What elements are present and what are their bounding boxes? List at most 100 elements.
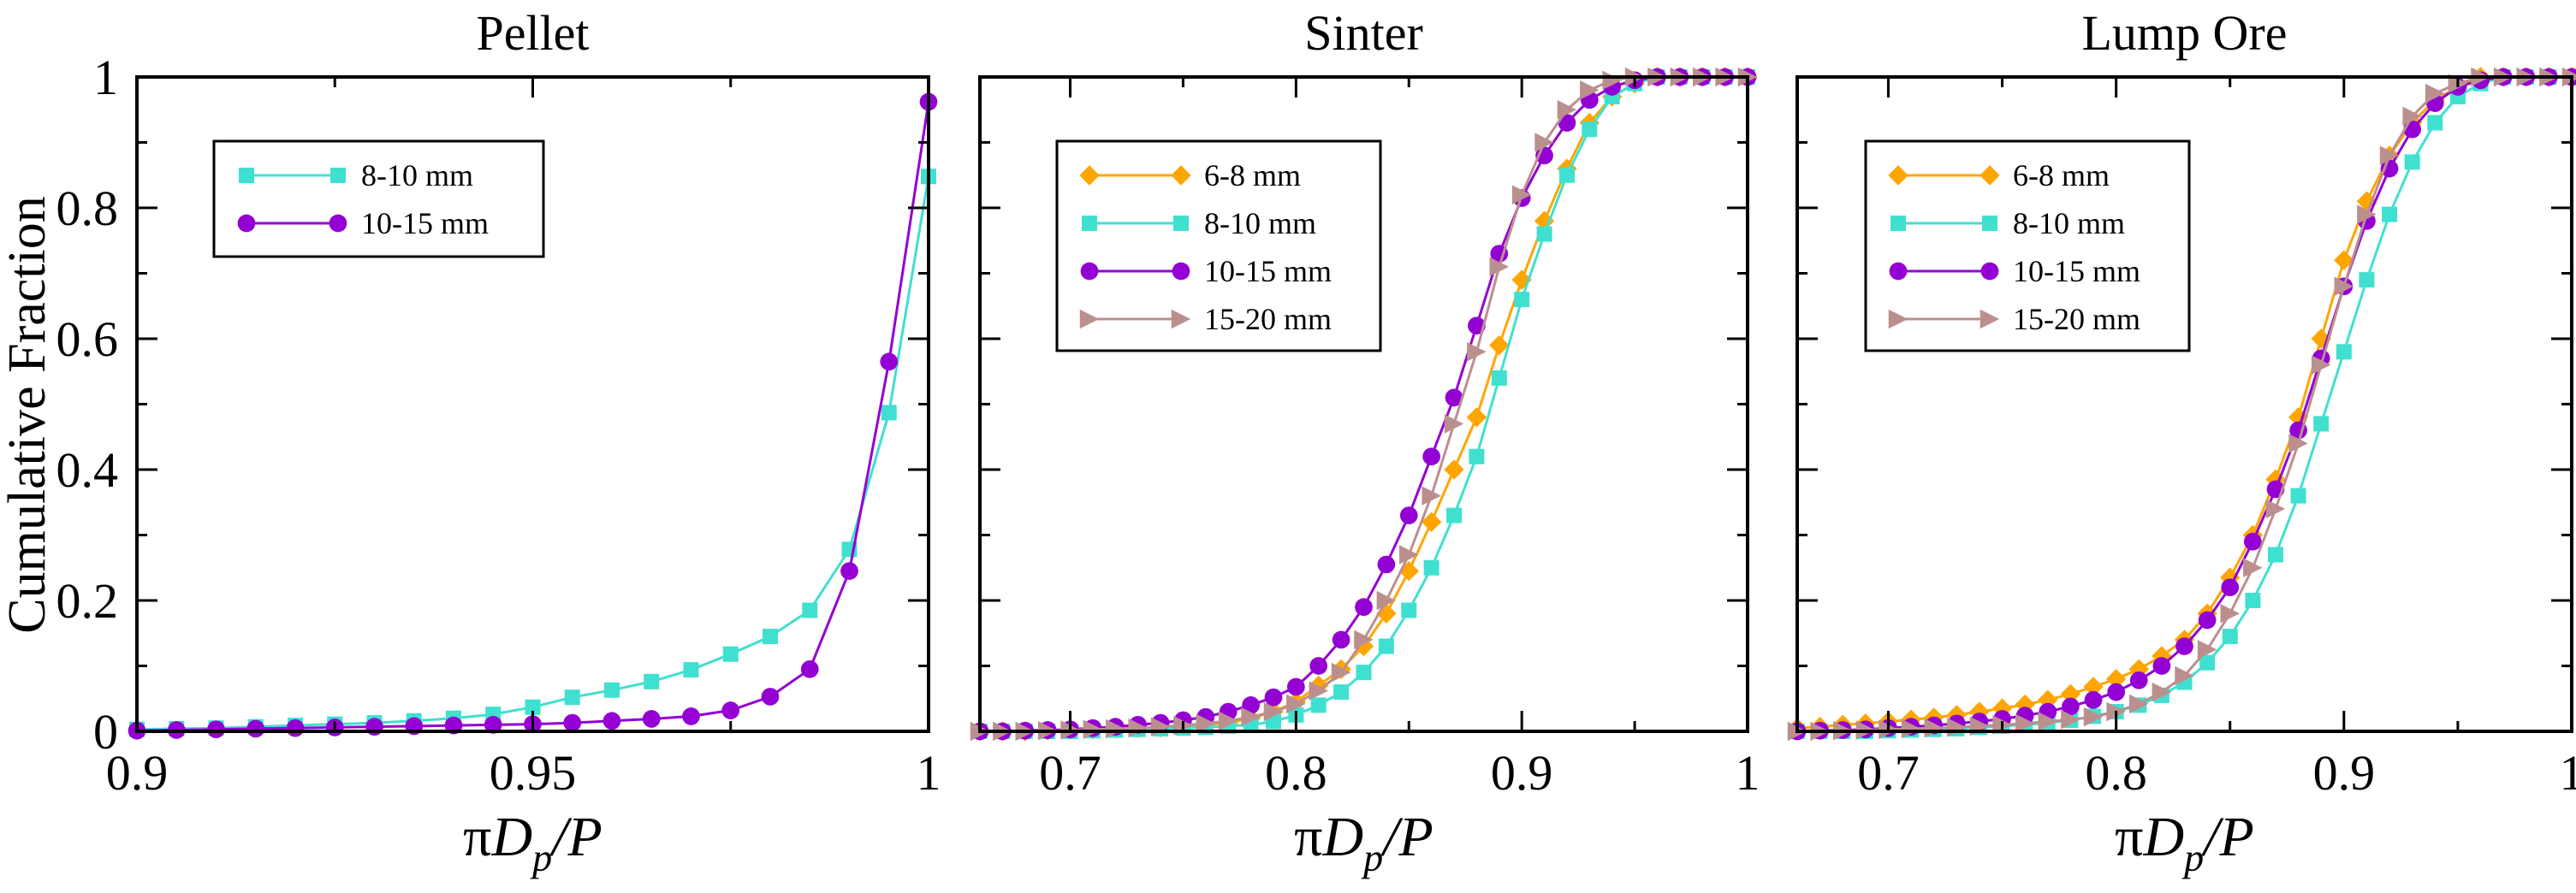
- data-point: [1310, 697, 1327, 713]
- data-point: [1333, 684, 1350, 701]
- legend-item-8-10-mm: 8-10 mm: [1082, 206, 1316, 240]
- legend-marker: [239, 168, 254, 183]
- data-point: [1332, 630, 1350, 649]
- data-point: [1422, 486, 1441, 506]
- legend-item-10-15-mm: 10-15 mm: [1080, 254, 1332, 288]
- legend-marker: [1079, 309, 1100, 329]
- data-point: [1264, 688, 1283, 707]
- chart-pellet: Pellet 0 0.2 0.4 0.6 0.8 1 0.9 0.95 1 πDp/P 8-10 mm…: [56, 5, 941, 879]
- data-point: [602, 712, 621, 730]
- data-point: [1514, 292, 1530, 308]
- data-point: [604, 682, 620, 698]
- data-point: [1423, 559, 1439, 576]
- data-point: [2129, 694, 2149, 714]
- chart-title: Pellet: [476, 5, 589, 61]
- legend: 8-10 mm 10-15 mm: [212, 139, 545, 258]
- data-point: [761, 688, 780, 706]
- data-point: [682, 707, 700, 725]
- data-point: [1401, 602, 1417, 618]
- data-point: [2107, 683, 2125, 701]
- legend-label: 8-10 mm: [2013, 206, 2125, 240]
- data-point: [2152, 657, 2171, 675]
- data-point: [721, 701, 740, 719]
- data-point: [1491, 370, 1507, 386]
- data-point: [763, 629, 778, 645]
- data-point: [2129, 671, 2148, 689]
- data-point: [2265, 499, 2286, 519]
- y-tick-label: 1: [93, 50, 118, 105]
- data-point: [2244, 532, 2262, 551]
- data-point: [2015, 713, 2035, 734]
- data-point: [1489, 257, 1510, 277]
- data-point: [1466, 407, 1487, 428]
- data-point: [1242, 696, 1260, 714]
- data-point: [564, 689, 580, 706]
- legend-label: 10-15 mm: [1204, 254, 1332, 288]
- data-point: [644, 673, 660, 689]
- data-point: [642, 710, 661, 728]
- data-point: [2290, 488, 2306, 504]
- data-point: [2220, 604, 2240, 624]
- data-point: [2425, 83, 2445, 103]
- legend-marker: [1982, 216, 1997, 231]
- legend-marker: [1889, 262, 1908, 281]
- data-point: [2221, 578, 2240, 597]
- data-point: [2313, 416, 2330, 432]
- legend-marker: [1082, 216, 1097, 231]
- data-point: [1376, 590, 1397, 611]
- legend-marker: [1890, 216, 1906, 231]
- data-point: [1580, 80, 1600, 100]
- y-tick-label: 0: [93, 704, 118, 760]
- legend: 6-8 mm 8-10 mm 10-15 mm 15-20 mm: [1864, 139, 2191, 352]
- data-point: [2222, 629, 2238, 645]
- data-point: [1489, 334, 1510, 356]
- data-point: [1309, 657, 1328, 675]
- legend-marker: [1980, 262, 1999, 281]
- data-point: [880, 352, 899, 371]
- x-tick-label: 0.8: [2085, 745, 2147, 801]
- legend-item-10-15-mm: 10-15 mm: [237, 206, 489, 240]
- legend-label: 8-10 mm: [1204, 206, 1316, 240]
- data-point: [1582, 121, 1598, 138]
- x-tick-label: 1: [2560, 745, 2576, 801]
- data-point: [1378, 638, 1394, 654]
- data-point: [840, 562, 858, 580]
- data-point: [2267, 547, 2283, 563]
- x-tick-label: 0.8: [1265, 745, 1327, 801]
- data-point: [1446, 507, 1463, 523]
- legend-label: 6-8 mm: [2013, 158, 2110, 192]
- data-point: [1196, 713, 1216, 734]
- data-point: [1468, 316, 1486, 335]
- data-point: [1534, 210, 1555, 231]
- data-point: [525, 699, 541, 715]
- data-point: [1399, 545, 1419, 565]
- data-point: [1106, 719, 1125, 739]
- data-point: [2198, 611, 2217, 630]
- data-point: [1467, 342, 1487, 362]
- data-point: [2038, 712, 2058, 731]
- x-tick-label: 1: [917, 745, 941, 801]
- x-tick-label: 0.7: [1857, 745, 1920, 801]
- data-point: [2220, 567, 2241, 588]
- chart-title: Sinter: [1304, 5, 1423, 61]
- data-point: [1355, 598, 1373, 617]
- data-point: [1536, 226, 1552, 242]
- data-point: [683, 662, 699, 678]
- data-point: [2311, 355, 2331, 375]
- legend-item-10-15-mm: 10-15 mm: [1889, 254, 2140, 288]
- data-point: [1218, 711, 1238, 731]
- legend-label: 6-8 mm: [1204, 158, 1301, 192]
- data-point: [2128, 659, 2149, 680]
- data-point: [246, 719, 265, 738]
- data-point: [800, 659, 819, 678]
- data-point: [1422, 447, 1440, 466]
- y-tick-label: 0.6: [56, 311, 119, 367]
- data-point: [2427, 115, 2443, 131]
- data-point: [2083, 707, 2104, 727]
- data-point: [1901, 719, 1921, 739]
- data-point: [1377, 555, 1396, 574]
- data-point: [1511, 185, 1532, 204]
- data-point: [2402, 106, 2422, 127]
- data-point: [1287, 677, 1305, 696]
- data-point: [2060, 683, 2081, 705]
